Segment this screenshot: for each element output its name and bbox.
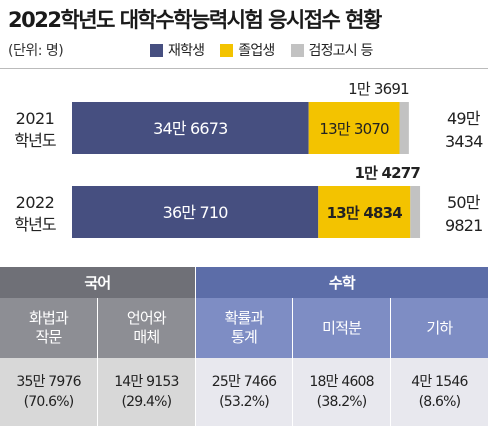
data-label: 34만 6673 — [153, 119, 227, 138]
legend: 재학생 졸업생 검정고시 등 — [150, 40, 373, 60]
category-label: 2022 — [16, 193, 55, 212]
total-label: 49만 — [447, 109, 481, 128]
data-label: 13만 4834 — [327, 204, 403, 222]
bar-segment — [399, 102, 409, 154]
count-value: 4만 1546 — [411, 374, 468, 390]
legend-swatch — [290, 43, 304, 57]
count-value: 25만 7466 — [211, 374, 277, 390]
bar-segment — [410, 186, 421, 238]
percent-value: (8.6%) — [418, 394, 462, 410]
data-label: 13만 3070 — [319, 120, 389, 138]
unit-label: (단위: 명) — [8, 43, 64, 59]
total-label: 50만 — [447, 193, 481, 212]
value-cell: 25만 7466 (53.2%) — [195, 358, 294, 426]
percent-value: (29.4%) — [121, 394, 172, 410]
bar-segment — [308, 102, 400, 154]
stacked-bar-chart: 2021 학년도 34만 6673 13만 3070 1만 3691 49만 3434 202… — [14, 80, 484, 238]
title-divider — [0, 68, 488, 69]
legend-label: 재학생 — [168, 43, 205, 59]
subject-table: 국어 수학 화법과 작문 언어와 매체 확률과 통계 미적분 기하 35만 7976 … — [0, 267, 488, 426]
subject-cell: 화법과 작문 — [0, 298, 99, 358]
legend-item: 재학생 — [150, 40, 205, 60]
legend-item: 검정고시 등 — [290, 40, 374, 60]
percent-value: (70.6%) — [23, 394, 75, 410]
data-label: 1만 3691 — [348, 80, 409, 98]
data-label: 36만 710 — [163, 203, 229, 222]
percent-value: (38.2%) — [316, 394, 368, 410]
data-label: 1만 4277 — [354, 164, 420, 182]
table-group-row: 국어 수학 — [0, 267, 488, 298]
total-label: 9821 — [445, 216, 483, 235]
subject-cell: 기하 — [390, 298, 488, 358]
table-subject-row: 화법과 작문 언어와 매체 확률과 통계 미적분 기하 — [0, 298, 488, 358]
bar-segment — [72, 186, 319, 238]
legend-item: 졸업생 — [220, 40, 275, 60]
bar-segment — [318, 186, 411, 238]
table-value-row: 35만 7976 (70.6%) 14만 9153 (29.4%) 25만 74… — [0, 358, 488, 426]
subject-cell: 미적분 — [292, 298, 391, 358]
count-value: 35만 7976 — [16, 374, 81, 390]
legend-swatch — [220, 43, 234, 57]
subject-cell: 언어와 매체 — [97, 298, 196, 358]
chart-title: 2022학년도 대학수학능력시험 응시접수 현황 — [8, 8, 382, 32]
value-cell: 35만 7976 (70.6%) — [0, 358, 99, 426]
bar-segment — [72, 102, 309, 154]
percent-value: (53.2%) — [219, 394, 270, 410]
legend-label: 검정고시 등 — [308, 43, 374, 59]
total-label: 3434 — [445, 132, 483, 151]
value-cell: 4만 1546 (8.6%) — [390, 358, 488, 426]
subject-cell: 확률과 통계 — [195, 298, 294, 358]
count-value: 18만 4608 — [309, 374, 374, 390]
group-header-korean: 국어 — [0, 267, 196, 298]
legend-swatch — [150, 43, 163, 57]
category-label: 2021 — [16, 109, 55, 128]
count-value: 14만 9153 — [114, 374, 179, 390]
value-cell: 18만 4608 (38.2%) — [292, 358, 391, 426]
legend-label: 졸업생 — [238, 43, 275, 59]
category-label: 학년도 — [14, 215, 55, 234]
value-cell: 14만 9153 (29.4%) — [97, 358, 196, 426]
group-header-math: 수학 — [195, 267, 488, 298]
category-label: 학년도 — [14, 131, 55, 150]
